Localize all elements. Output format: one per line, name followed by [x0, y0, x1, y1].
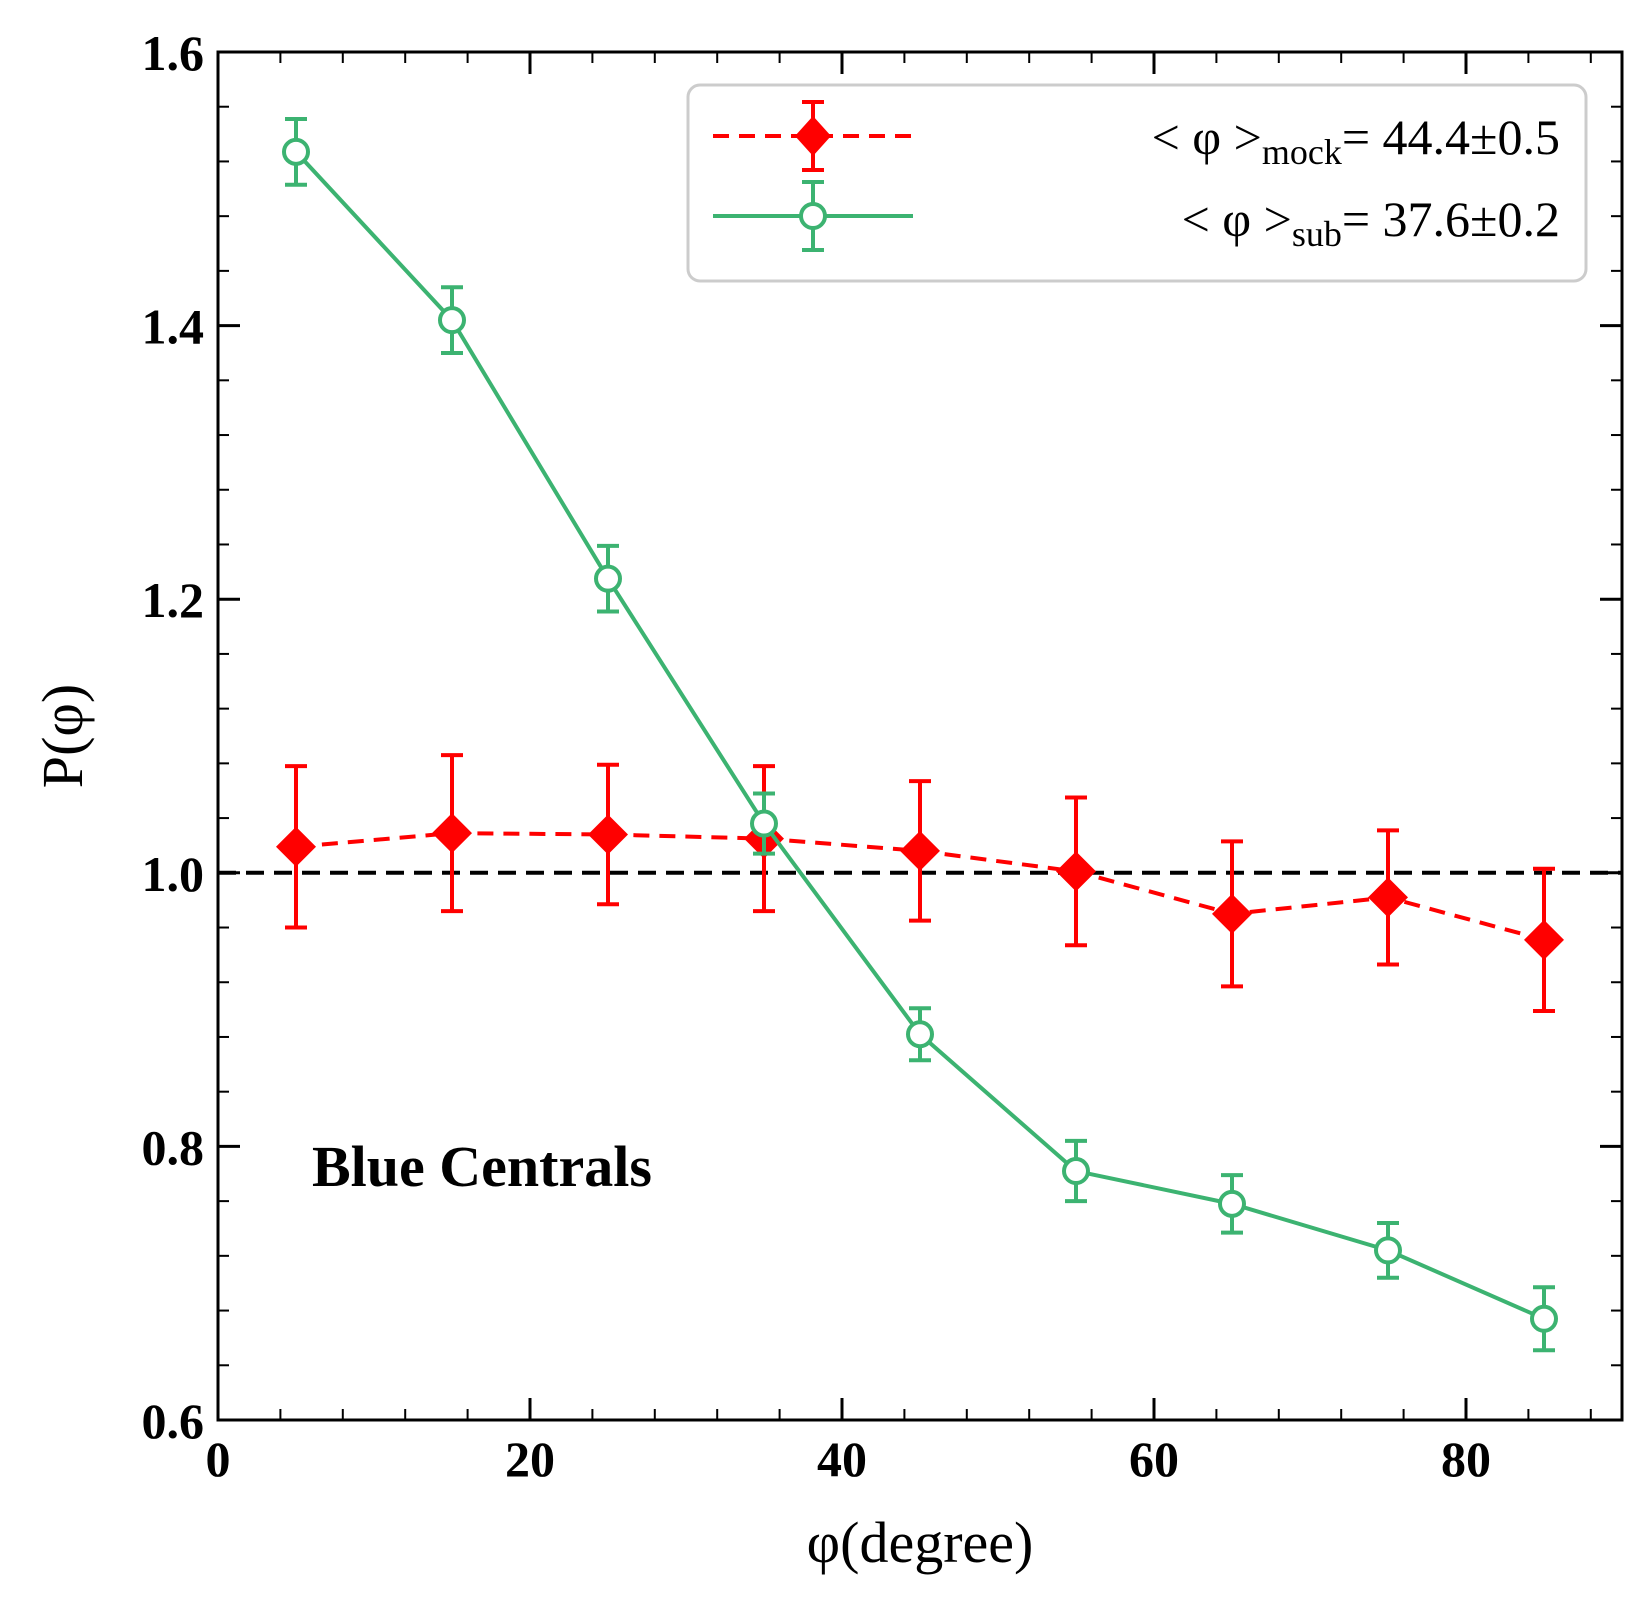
x-tick-label: 20 [505, 1431, 555, 1487]
legend-mock-value: = 44.4 [1342, 109, 1470, 165]
series-mock-point [1524, 919, 1564, 960]
legend-sub-value: = 37.6 [1342, 191, 1470, 247]
series-sub-point [282, 137, 310, 166]
legend-mock-pm: ± [1470, 109, 1497, 165]
legend-mock-label: < φ >mock= 44.4±0.5 [1152, 109, 1560, 172]
legend-sub-label: < φ >sub= 37.6±0.2 [1182, 191, 1560, 254]
legend-sub-err: 0.2 [1498, 191, 1561, 247]
series-sub-point [1062, 1157, 1090, 1186]
annotation-blue-centrals: Blue Centrals [312, 1134, 652, 1199]
y-tick-label: 0.6 [142, 1393, 205, 1449]
series-mock-point [588, 814, 628, 855]
series-mock-point [432, 813, 472, 854]
series-group [276, 117, 1564, 1353]
y-tick-label: 1.2 [142, 572, 205, 628]
series-mock-point [1212, 893, 1252, 934]
y-tick-labels: 0.6 0.8 1.0 1.2 1.4 1.6 [142, 25, 205, 1449]
legend-mock-subscript: mock [1262, 132, 1342, 172]
x-tick-label: 60 [1129, 1431, 1179, 1487]
x-tick-label: 40 [817, 1431, 867, 1487]
series-sub-point [594, 564, 622, 593]
legend-sub-prefix: < φ > [1182, 191, 1292, 247]
series-mock [276, 753, 1564, 1013]
y-tick-label: 1.4 [142, 299, 205, 355]
x-tick-label: 0 [206, 1431, 231, 1487]
series-sub-point [1374, 1236, 1402, 1265]
x-tick-labels: 0 20 40 60 80 [206, 1431, 1492, 1487]
legend-mock-marker [795, 116, 831, 156]
x-tick-label: 80 [1441, 1431, 1491, 1487]
plot-frame [216, 50, 1624, 1422]
series-sub-point [1530, 1304, 1558, 1333]
series-sub-point [1218, 1189, 1246, 1218]
y-tick-label: 1.0 [142, 846, 205, 902]
series-mock-point [1056, 851, 1096, 892]
minor-ticks [218, 52, 1622, 1420]
x-axis-label: φ(degree) [807, 1510, 1034, 1575]
legend: < φ >mock= 44.4±0.5 < φ >sub= 37.6±0.2 [686, 83, 1588, 283]
series-sub-point [750, 809, 778, 838]
legend-mock-prefix: < φ > [1152, 109, 1262, 165]
series-mock-point [1368, 877, 1408, 918]
series-mock-point [276, 826, 316, 867]
legend-sub-pm: ± [1470, 191, 1497, 247]
y-tick-label: 0.8 [142, 1119, 205, 1175]
series-sub-point [438, 306, 466, 335]
series-mock-point [900, 830, 940, 871]
series-sub-point [906, 1020, 934, 1049]
y-axis-label: P(φ) [30, 684, 95, 788]
legend-sub-marker [799, 202, 827, 230]
legend-box [686, 83, 1588, 283]
series-sub [282, 117, 1558, 1353]
legend-sub-subscript: sub [1292, 214, 1342, 254]
legend-mock-err: 0.5 [1498, 109, 1561, 165]
y-tick-label: 1.6 [142, 25, 205, 81]
